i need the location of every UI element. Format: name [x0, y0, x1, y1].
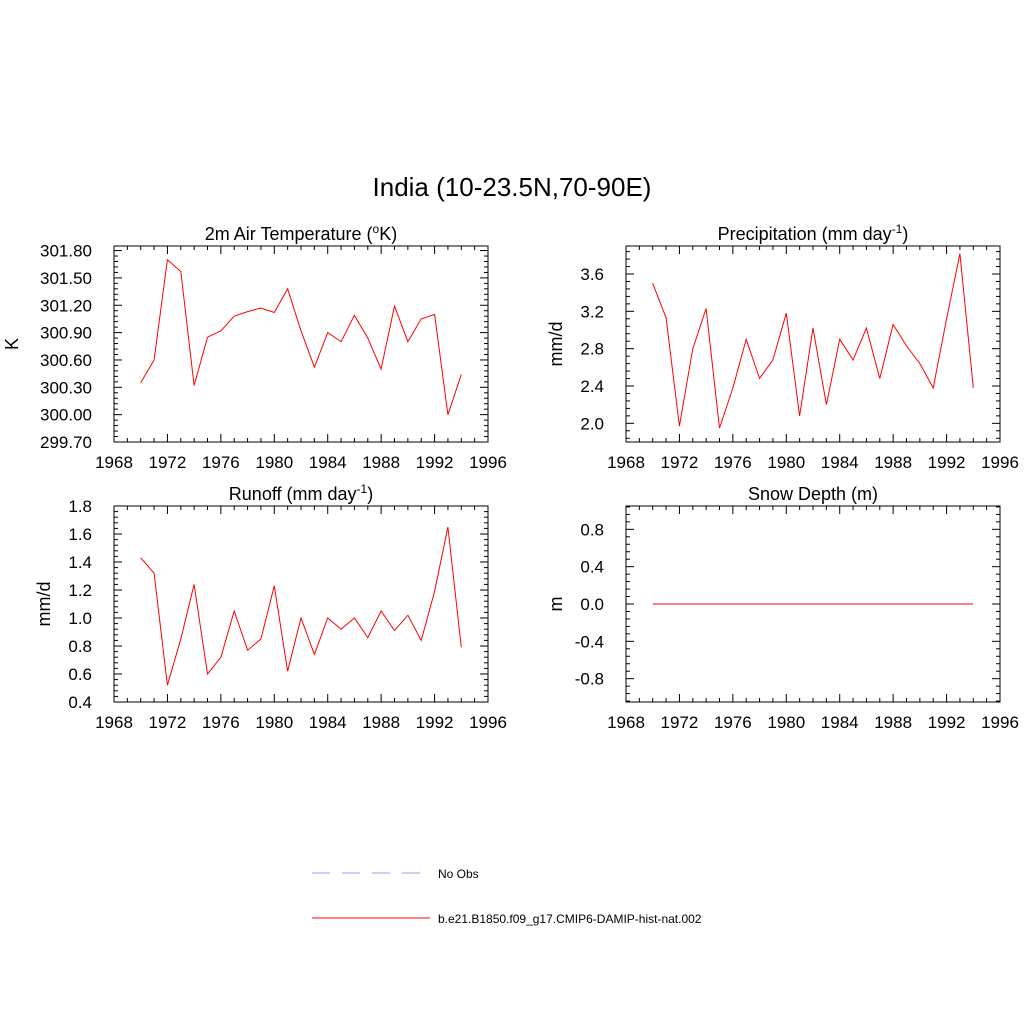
- legend: No Obs b.e21.B1850.f09_g17.CMIP6-DAMIP-hi…: [312, 867, 702, 926]
- x-tick-label: 1972: [149, 453, 187, 472]
- panel-title: Snow Depth (m): [748, 484, 878, 504]
- x-tick-label: 1984: [309, 713, 347, 732]
- x-tick-label: 1996: [469, 453, 507, 472]
- x-tick-label: 1984: [309, 453, 347, 472]
- panel-air-temperature: 2m Air Temperature (oK) K 1968 1972 1976 1980…: [2, 222, 507, 472]
- x-tick-label: 1988: [362, 453, 400, 472]
- y-axis-label: mm/d: [546, 322, 566, 367]
- y-tick-label: 301.50: [40, 269, 92, 288]
- x-tick-label: 1968: [607, 713, 645, 732]
- panel-title-text: Runoff (mm day: [229, 484, 357, 504]
- panel-title-superscript: -1: [892, 222, 903, 236]
- panel-title: Precipitation (mm day-1): [718, 222, 909, 244]
- x-tick-label: 1992: [928, 713, 966, 732]
- legend-label: b.e21.B1850.f09_g17.CMIP6-DAMIP-hist-nat…: [438, 912, 702, 926]
- y-tick-label: -0.8: [575, 670, 604, 689]
- x-tick-label: 1980: [767, 713, 805, 732]
- y-tick-label: 0.4: [68, 693, 92, 712]
- y-axis-label: mm/d: [34, 582, 54, 627]
- legend-label: No Obs: [438, 867, 479, 881]
- y-tick-label: 3.2: [580, 302, 604, 321]
- x-tick-label: 1992: [416, 713, 454, 732]
- y-tick-label: 300.00: [40, 406, 92, 425]
- panel-title-superscript: -1: [357, 482, 368, 496]
- y-tick-label: 300.90: [40, 324, 92, 343]
- panel-title-text: Precipitation (mm day: [718, 224, 892, 244]
- panel-title: Runoff (mm day-1): [229, 482, 373, 504]
- y-tick-label: 301.20: [40, 296, 92, 315]
- figure-title: India (10-23.5N,70-90E): [372, 172, 652, 202]
- x-tick-label: 1972: [661, 713, 699, 732]
- x-tick-label: 1988: [874, 713, 912, 732]
- y-tick-label: 0.0: [580, 595, 604, 614]
- x-tick-label: 1980: [255, 453, 293, 472]
- y-tick-label: 300.30: [40, 378, 92, 397]
- x-tick-label: 1992: [416, 453, 454, 472]
- x-tick-label: 1984: [821, 453, 859, 472]
- panel-title-text: 2m Air Temperature (: [205, 224, 373, 244]
- x-tick-label: 1972: [661, 453, 699, 472]
- y-tick-label: 2.4: [580, 377, 604, 396]
- y-tick-label: 0.4: [580, 558, 604, 577]
- x-tick-label: 1988: [874, 453, 912, 472]
- x-tick-label: 1968: [95, 713, 133, 732]
- plot-frame: [113, 245, 489, 443]
- x-tick-label: 1968: [607, 453, 645, 472]
- plot-frame: [113, 505, 489, 703]
- panel-title: 2m Air Temperature (oK): [205, 222, 397, 244]
- x-tick-label: 1972: [149, 713, 187, 732]
- x-tick-label: 1976: [714, 453, 752, 472]
- y-tick-label: 2.8: [580, 340, 604, 359]
- y-tick-label: 0.8: [580, 520, 604, 539]
- x-tick-label: 1980: [767, 453, 805, 472]
- x-tick-label: 1996: [981, 453, 1019, 472]
- panel-precipitation: Precipitation (mm day-1) mm/d 1968 1972 1976…: [546, 222, 1019, 472]
- panel-title-end: ): [367, 484, 373, 504]
- y-tick-label: 0.6: [68, 665, 92, 684]
- series-line: [652, 253, 974, 429]
- panel-title-text: Snow Depth (m): [748, 484, 878, 504]
- y-tick-label: 301.80: [40, 242, 92, 261]
- y-axis-label: K: [2, 338, 22, 350]
- y-tick-label: 2.0: [580, 414, 604, 433]
- y-tick-label: 299.70: [40, 433, 92, 452]
- x-tick-label: 1992: [928, 453, 966, 472]
- y-tick-label: 1.6: [68, 525, 92, 544]
- x-tick-label: 1976: [714, 713, 752, 732]
- y-tick-label: 1.2: [68, 581, 92, 600]
- series-line: [140, 526, 462, 686]
- x-tick-label: 1968: [95, 453, 133, 472]
- panel-title-superscript: o: [373, 222, 380, 236]
- y-axis-label: m: [546, 597, 566, 612]
- y-tick-label: 3.6: [580, 265, 604, 284]
- panel-title-end: ): [902, 224, 908, 244]
- y-tick-label: 300.60: [40, 351, 92, 370]
- x-tick-label: 1984: [821, 713, 859, 732]
- panel-snow-depth: Snow Depth (m) m 1968 1972 1976 1980 1984 1988 1…: [546, 484, 1019, 732]
- x-tick-label: 1996: [469, 713, 507, 732]
- series-line: [140, 258, 462, 415]
- x-tick-label: 1988: [362, 713, 400, 732]
- x-tick-label: 1996: [981, 713, 1019, 732]
- y-tick-label: 1.4: [68, 553, 92, 572]
- y-tick-label: -0.4: [575, 632, 604, 651]
- panel-title-end: K): [379, 224, 397, 244]
- y-tick-label: 1.0: [68, 609, 92, 628]
- y-tick-label: 0.8: [68, 637, 92, 656]
- panel-runoff: Runoff (mm day-1) mm/d 1968 1972 1976 1980 198…: [34, 482, 507, 732]
- y-tick-label: 1.8: [68, 497, 92, 516]
- x-tick-label: 1976: [202, 453, 240, 472]
- x-tick-label: 1980: [255, 713, 293, 732]
- x-tick-label: 1976: [202, 713, 240, 732]
